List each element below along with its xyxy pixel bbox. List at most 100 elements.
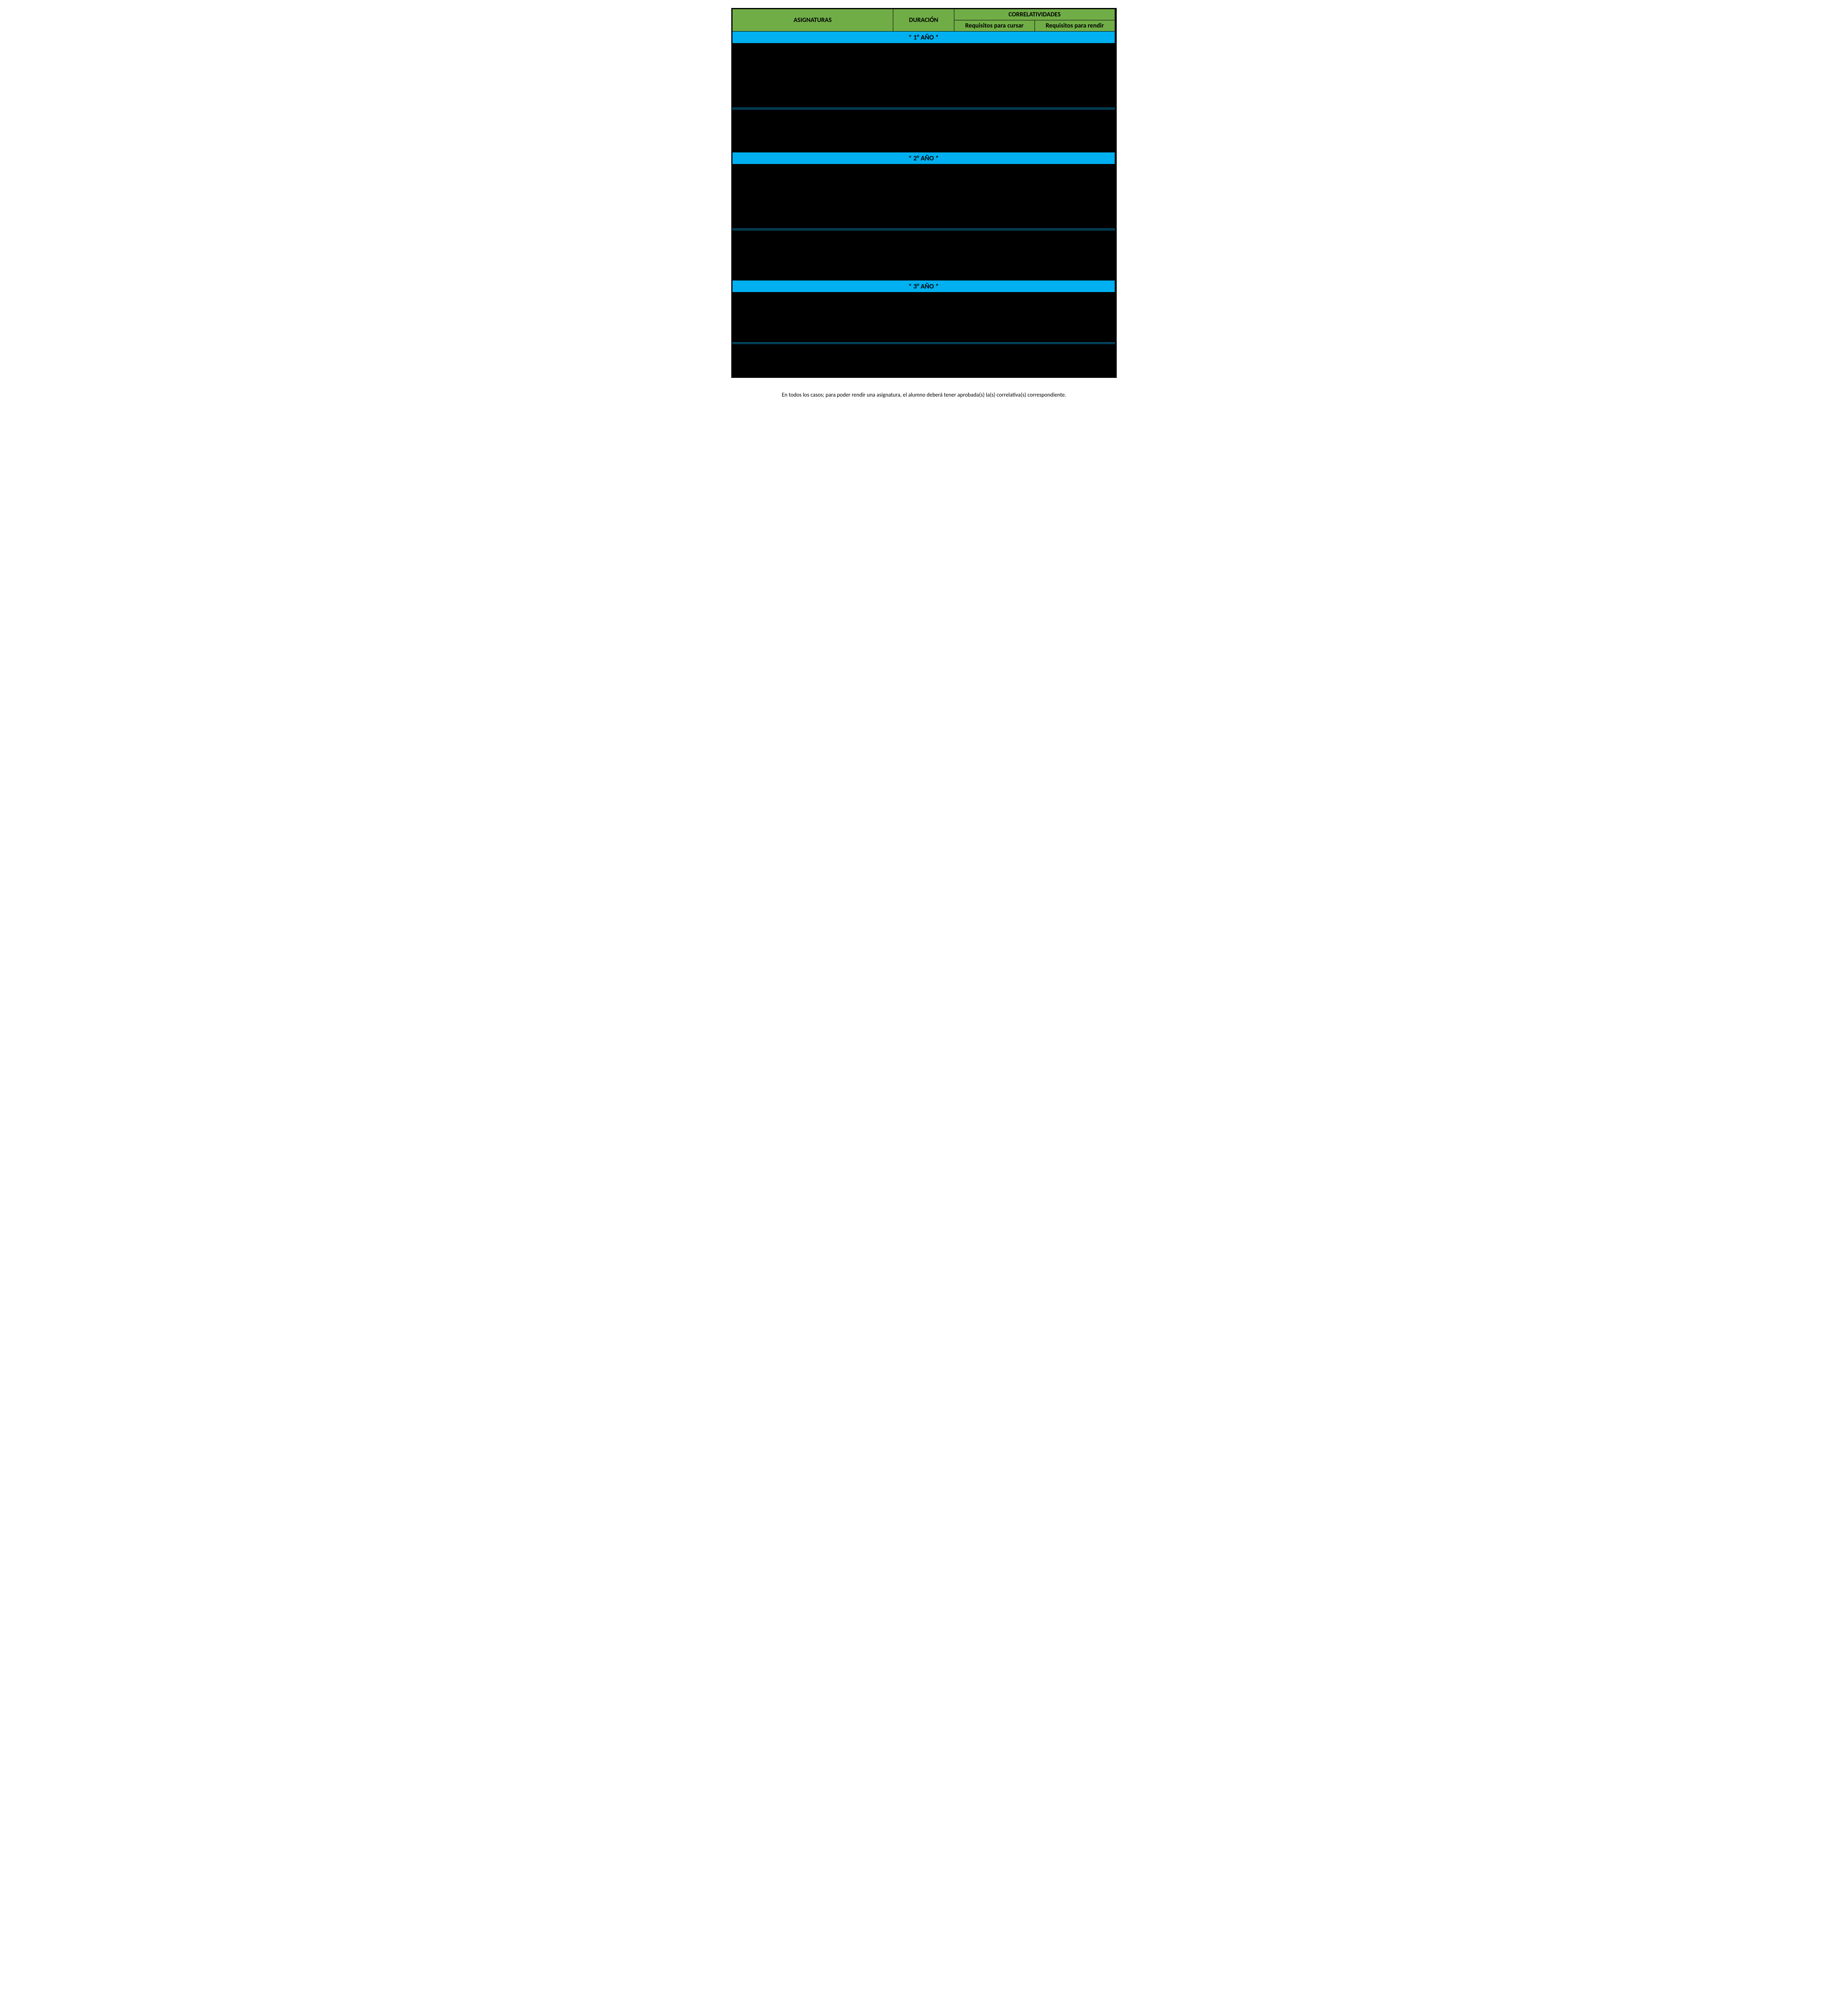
subject-row: 25DietoterapiaCuatrimestral9 Aprobada9 A…	[732, 343, 1115, 355]
subject-name: Salud del Niño y del Adolescente	[748, 321, 893, 332]
subject-duration: Cuatrimestral	[893, 259, 954, 270]
subject-req-rendir: 1° Año Completo Aprobado	[1035, 270, 1115, 280]
year-label: * 2° AÑO *	[732, 152, 1115, 164]
subject-req-cursar: 1 Regularizada	[954, 109, 1035, 120]
subject-req-cursar: 3 - 8 Regularizadas	[954, 197, 1035, 207]
subject-req-rendir: 6 Aprobada	[1035, 218, 1115, 230]
subject-duration: Anual	[893, 76, 954, 87]
subject-row: 11Enfermería del Adulto y del AncianoAnu…	[732, 164, 1115, 175]
subject-name: Taller de Integración de Práctica Profes…	[748, 270, 893, 280]
subject-duration: Cuatrimestral	[893, 87, 954, 97]
subject-row: 24Práctica Profesional IIIAnual16 Aproba…	[732, 332, 1115, 344]
subject-name: Nutrición	[748, 131, 893, 142]
subject-duration: Anual	[893, 332, 954, 344]
subject-duration: Cuatrimestral	[893, 175, 954, 186]
subject-req-rendir: -	[1035, 87, 1115, 97]
subject-num: 6	[732, 97, 748, 109]
subject-duration: Cuatrimestral	[893, 365, 954, 376]
subject-num: 5	[732, 87, 748, 97]
subject-req-rendir: -	[1035, 97, 1115, 109]
subject-name: Inglés Técnico	[748, 259, 893, 270]
subject-req-cursar: 20 Regularizada	[954, 355, 1035, 365]
subject-row: 20Taller de Integración de Práctica Prof…	[732, 270, 1115, 280]
subject-name: Cuidados Intensivos en la Práctica Pediá…	[748, 365, 893, 376]
subject-duration: Anual	[893, 218, 954, 230]
subject-req-rendir: 13 - 14 - 15 Aprobada	[1035, 292, 1115, 303]
subject-name: Anatomofisiología y Fisiopatología	[748, 109, 893, 120]
subject-duration: Cuatrimestral	[893, 109, 954, 120]
subject-num: 19	[732, 259, 748, 270]
subject-req-rendir: 3 - 8 Aprobadas	[1035, 197, 1115, 207]
subject-row: 19Inglés TécnicoCuatrimestral5 Aprobada5…	[732, 259, 1115, 270]
subject-name: Práctica Profesional I	[748, 97, 893, 109]
subject-row: 3Sujeto, Cultura y Aprendizaje en el suj…	[732, 65, 1115, 76]
subject-req-rendir: 18 Aprobada	[1035, 321, 1115, 332]
subject-num: 1	[732, 43, 748, 54]
subject-name: Organización y Gestión de los Servicios …	[748, 207, 893, 218]
col-req-cursar: Requisitos para cursar	[954, 20, 1035, 32]
subject-name: Epidemiología	[748, 142, 893, 152]
subject-req-rendir: -	[1035, 43, 1115, 54]
subject-duration: Anual	[893, 97, 954, 109]
col-asignaturas: ASIGNATURAS	[732, 9, 893, 32]
subject-req-cursar: -	[954, 76, 1035, 87]
subject-req-cursar: 18 Regularizada	[954, 321, 1035, 332]
subject-row: 27Cuidados Intensivos en la Práctica Ped…	[732, 365, 1115, 376]
subject-req-cursar: -	[954, 65, 1035, 76]
subject-num: 9	[732, 131, 748, 142]
subject-req-cursar: 23 Regularizada	[954, 365, 1035, 376]
subject-req-cursar: -	[954, 97, 1035, 109]
year-label: * 1° AÑO *	[732, 32, 1115, 43]
subject-row: 26Ética y LegalesCuatrimestral20 Regular…	[732, 355, 1115, 365]
subject-row: 23Salud del Niño y del AdolescenteCuatri…	[732, 321, 1115, 332]
subject-num: 17	[732, 229, 748, 241]
subject-req-cursar: 4 - 6 Regularizadas	[954, 207, 1035, 218]
subject-req-rendir: 1 Aprobada	[1035, 109, 1115, 120]
subject-duration: Cuatrimestral	[893, 321, 954, 332]
subject-req-rendir: 2 Aprobada	[1035, 142, 1115, 152]
plan-table-container: ASIGNATURAS DURACIÓN CORRELATIVIDADES Re…	[731, 8, 1117, 378]
subject-req-cursar: 5 Aprobada	[954, 259, 1035, 270]
footnote-table: En todos los casos; para poder rendir un…	[732, 378, 1116, 400]
subject-num: 12	[732, 175, 748, 186]
subject-duration: Cuatrimestral	[893, 131, 954, 142]
subject-req-cursar: 6 Aprobada	[954, 218, 1035, 230]
subject-row: 5InformáticaCuatrimestral--	[732, 87, 1115, 97]
subject-req-rendir: 4 - 8 Aprobadas	[1035, 186, 1115, 197]
year-header-row: * 3° AÑO *	[732, 280, 1115, 292]
subject-row: 2Salud ComunitariaCuatrimestral--	[732, 54, 1115, 65]
subject-name: Salud Comunitaria	[748, 54, 893, 65]
subject-num: 13	[732, 186, 748, 197]
subject-num: 21	[732, 292, 748, 303]
subject-name: Problemática Socio-Cultural y Educación …	[748, 197, 893, 207]
subject-req-cursar: 1 - 2 - 3 Regularizadas	[954, 131, 1035, 142]
subject-num: 26	[732, 355, 748, 365]
subject-row: 15Organización y Gestión de los Servicio…	[732, 207, 1115, 218]
subject-req-cursar: 9 Aprobada	[954, 343, 1035, 355]
subject-num: 16	[732, 218, 748, 230]
subject-num: 2	[732, 54, 748, 65]
subject-duration: Cuatrimestral	[893, 54, 954, 65]
subject-row: 8PsicologíaCuatrimestral3 Regularizada3 …	[732, 120, 1115, 131]
subject-num: 15	[732, 207, 748, 218]
subject-req-rendir: 5 Aprobada	[1035, 259, 1115, 270]
subject-req-rendir: 16 Aprobada	[1035, 332, 1115, 344]
col-duracion: DURACIÓN	[893, 9, 954, 32]
subject-name: Sujeto, Cultura y Aprendizaje en el suje…	[748, 65, 893, 76]
subject-req-rendir: 8 - 10 Aprobadas	[1035, 229, 1115, 241]
subject-duration: Cuatrimestral	[893, 186, 954, 197]
subject-row: 13Problemas Epistemológicos en Enfermerí…	[732, 186, 1115, 197]
subject-row: 6Práctica Profesional IAnual--	[732, 97, 1115, 109]
subject-req-rendir: 4 - 8 - 9 Aprobadas	[1035, 241, 1115, 259]
subject-duration: Cuatrimestral	[893, 270, 954, 280]
subject-duration: Cuatrimestral	[893, 207, 954, 218]
footnote: En todos los casos; para poder rendir un…	[732, 390, 1116, 400]
subject-row: 10EpidemiologíaCuatrimestral2 Regulariza…	[732, 142, 1115, 152]
subject-row: 14Problemática Socio-Cultural y Educació…	[732, 197, 1115, 207]
subject-num: 18	[732, 241, 748, 259]
subject-num: 22	[732, 303, 748, 321]
year-header-row: * 1° AÑO *	[732, 32, 1115, 43]
subject-num: 24	[732, 332, 748, 344]
subject-req-rendir: 4 - 6 - 7 Aprobadas	[1035, 164, 1115, 175]
subject-name: Dietoterapia	[748, 343, 893, 355]
